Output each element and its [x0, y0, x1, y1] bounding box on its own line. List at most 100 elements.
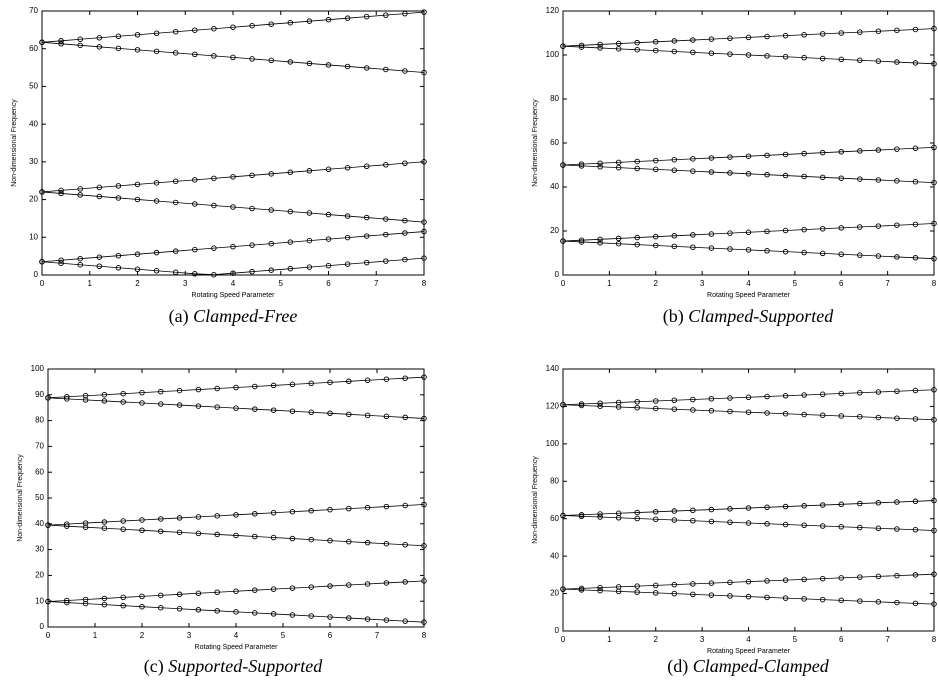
data-point [134, 181, 141, 188]
data-point [233, 532, 239, 539]
data-point [120, 399, 126, 405]
data-point [77, 36, 83, 43]
data-point [383, 617, 390, 623]
data-point [671, 508, 678, 514]
data-point [402, 10, 408, 17]
data-point [176, 387, 183, 394]
data-point [364, 616, 371, 622]
data-point [745, 171, 752, 177]
data-point [690, 49, 696, 56]
data-point [653, 47, 659, 54]
data-point [134, 251, 141, 257]
data-point [211, 175, 217, 182]
data-point [615, 40, 622, 47]
y-tick-label: 60 [29, 44, 38, 53]
plot-frame [47, 368, 425, 628]
data-point [875, 500, 882, 506]
data-point [653, 590, 659, 596]
data-point [727, 593, 733, 599]
data-point [383, 503, 390, 510]
data-point [287, 19, 294, 26]
data-point [211, 202, 217, 209]
data-point [801, 522, 807, 529]
data-point [230, 204, 236, 210]
data-point [270, 586, 277, 592]
caption-text: Supported-Supported [168, 656, 323, 676]
data-point [120, 526, 126, 533]
data-point [77, 261, 83, 268]
data-point [875, 253, 882, 259]
data-point [931, 179, 937, 186]
data-point [421, 374, 427, 380]
data-point [690, 37, 696, 43]
data-point [383, 231, 389, 238]
data-point [838, 575, 845, 581]
data-point [383, 258, 389, 264]
data-point [894, 599, 900, 606]
data-point [101, 601, 108, 608]
series-line [41, 161, 425, 193]
data-point [857, 413, 863, 420]
x-tick-label: 3 [187, 631, 192, 640]
x-tick-label: 4 [231, 279, 236, 288]
y-tick-label: 70 [29, 6, 38, 15]
y-tick-label: 50 [35, 493, 44, 502]
data-point [931, 571, 937, 577]
data-point [230, 54, 236, 61]
data-point [327, 583, 333, 589]
data-point [230, 24, 236, 30]
x-tick-label: 0 [40, 279, 45, 288]
data-point [233, 512, 239, 518]
data-point [270, 407, 277, 413]
data-point [894, 146, 900, 152]
data-point [597, 403, 603, 409]
data-point [421, 228, 427, 235]
data-point [578, 239, 585, 245]
data-point [782, 521, 789, 528]
data-point [383, 540, 390, 547]
data-point [249, 172, 255, 179]
x-tick-label: 7 [885, 635, 890, 644]
data-point [344, 165, 351, 171]
data-point [727, 579, 733, 586]
caption-text: Clamped-Free [193, 306, 297, 326]
data-point [708, 407, 715, 414]
data-point [268, 57, 274, 64]
data-point [782, 577, 789, 583]
series-line [562, 240, 935, 260]
data-point [172, 269, 179, 276]
data-point [653, 398, 659, 404]
data-point [708, 231, 715, 237]
data-point [58, 38, 64, 44]
data-point [364, 377, 371, 384]
x-tick-label: 1 [93, 631, 98, 640]
data-point [615, 235, 622, 242]
data-point [306, 168, 313, 174]
data-point [782, 248, 789, 255]
data-point [912, 60, 919, 66]
data-point [252, 383, 258, 390]
series-line [41, 191, 425, 223]
data-point [45, 395, 51, 401]
data-point [364, 412, 371, 419]
data-point [153, 198, 160, 204]
data-point [139, 593, 145, 600]
data-point [653, 582, 659, 589]
data-point [857, 500, 863, 507]
data-point [421, 501, 427, 508]
data-point [421, 255, 427, 261]
data-point [421, 9, 427, 15]
data-point [252, 533, 258, 540]
data-point [363, 163, 370, 170]
data-point [634, 404, 640, 411]
y-tick-label: 80 [550, 476, 559, 485]
data-point [172, 178, 179, 185]
x-tick-label: 3 [183, 279, 188, 288]
data-point [268, 21, 274, 27]
data-point [268, 171, 274, 177]
data-point [857, 29, 863, 35]
y-tick-label: 100 [31, 364, 45, 373]
data-point [931, 144, 937, 151]
data-point [325, 16, 332, 23]
x-axis-label: Rotating Speed Parameter [707, 292, 791, 299]
